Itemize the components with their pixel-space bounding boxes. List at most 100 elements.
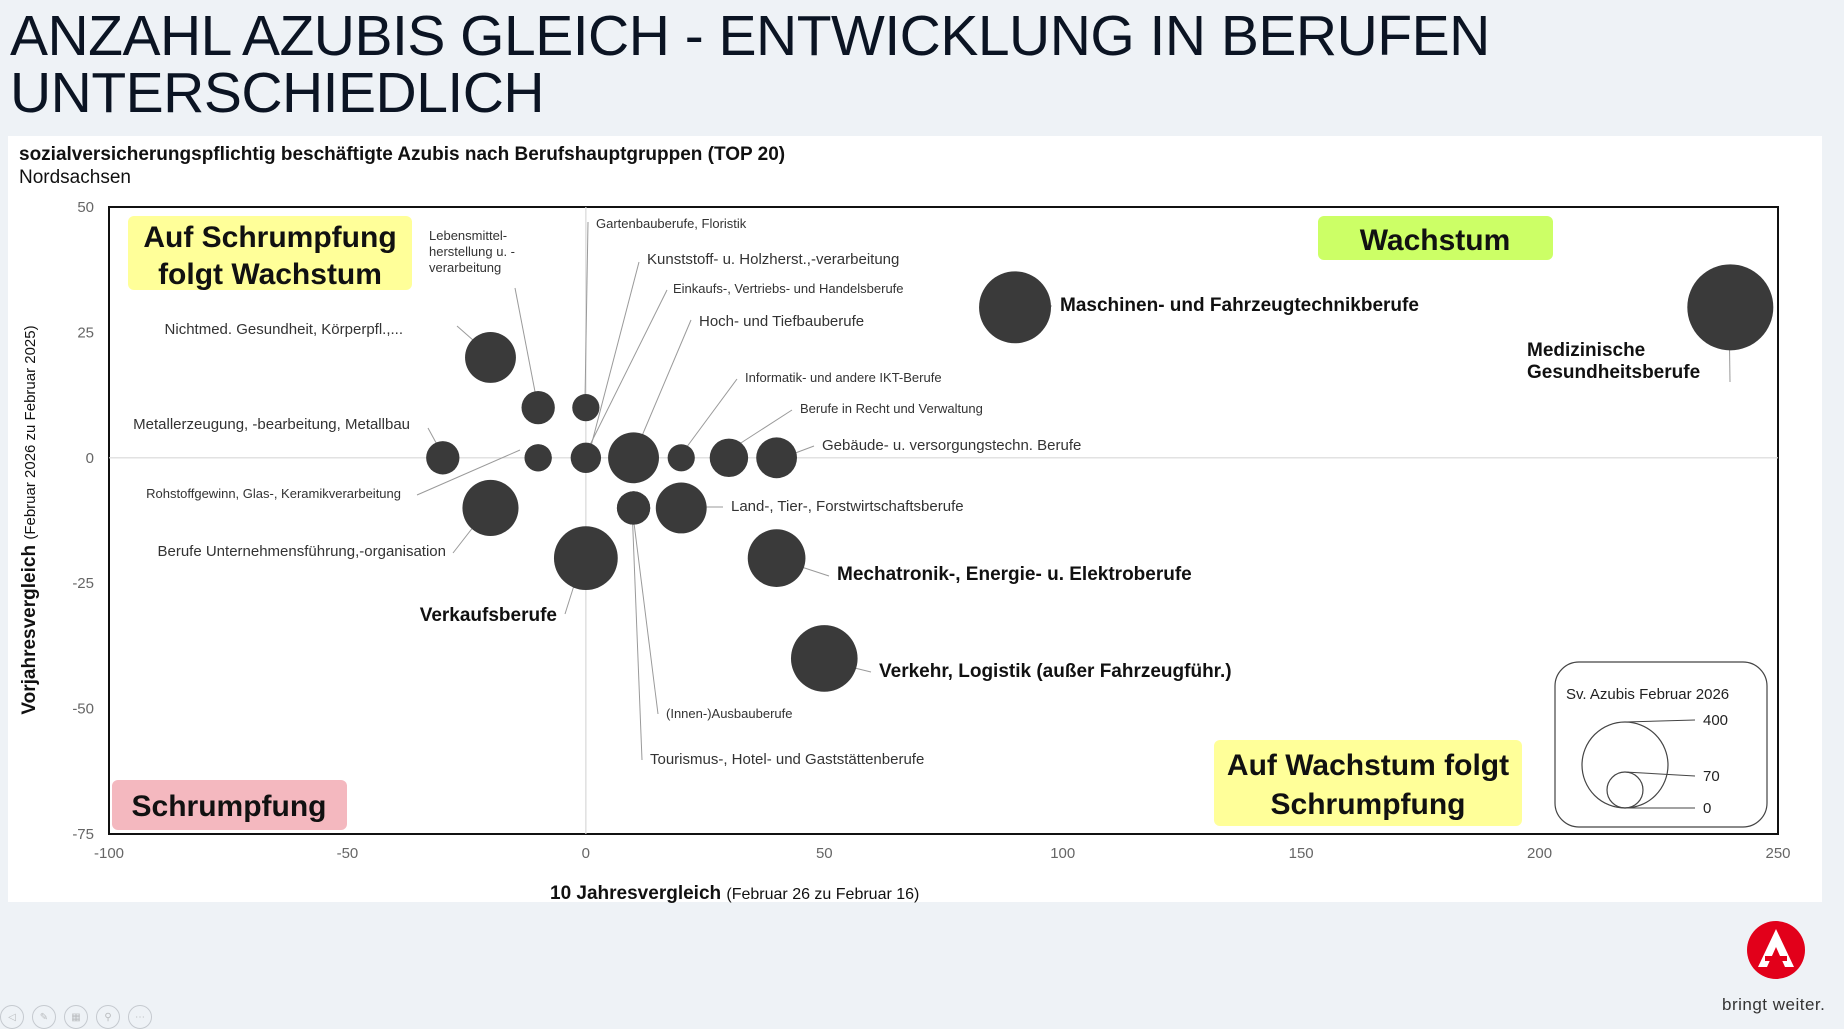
bubble-label-19: Verkehr, Logistik (außer Fahrzeugführ.) bbox=[879, 661, 1232, 682]
bubble-0 bbox=[1687, 264, 1774, 351]
quadrant-label-3-line2: Schrumpfung bbox=[1271, 788, 1466, 821]
leader-line-7 bbox=[635, 319, 692, 451]
y-tick-label-0: 50 bbox=[77, 199, 94, 216]
bubble-label-10: Gebäude- u. versorgungstechn. Berufe bbox=[822, 437, 1081, 454]
bubble-label-15: (Innen-)Ausbauberufe bbox=[666, 706, 792, 721]
bubble-18 bbox=[747, 529, 806, 587]
bubble-label-3-line3: verarbeitung bbox=[429, 260, 501, 275]
x-tick-label-4: 100 bbox=[1050, 845, 1075, 862]
leader-line-12 bbox=[416, 449, 521, 496]
y-axis-label-note: (Februar 2026 zu Februar 2025) bbox=[22, 325, 39, 539]
bubble-label-5: Kunststoff- u. Holzherst.,-verarbeitung bbox=[647, 251, 899, 268]
y-tick-label-3: -25 bbox=[72, 575, 94, 592]
x-tick-label-0: -100 bbox=[94, 845, 124, 862]
bubble-3 bbox=[521, 390, 555, 425]
bubble-label-16: Tourismus-, Hotel- und Gaststättenberufe bbox=[650, 751, 924, 768]
nav-slides-icon[interactable]: ▦ bbox=[64, 1005, 88, 1029]
quadrant-label-box-2 bbox=[112, 780, 347, 830]
bubble-19 bbox=[790, 625, 858, 692]
slide-title: ANZAHL AZUBIS GLEICH - ENTWICKLUNG IN BE… bbox=[10, 8, 1570, 122]
bubble-7 bbox=[608, 432, 659, 484]
agency-logo-icon bbox=[1747, 921, 1805, 979]
size-legend-line-0 bbox=[1624, 719, 1696, 723]
bubble-label-4: Gartenbauberufe, Floristik bbox=[596, 216, 747, 231]
bubble-10 bbox=[756, 437, 797, 479]
quadrant-label-1-line1: Wachstum bbox=[1360, 224, 1511, 257]
y-tick-label-2: 0 bbox=[86, 450, 94, 467]
bubble-13 bbox=[462, 479, 519, 536]
slide-title-line1: ANZAHL AZUBIS GLEICH - ENTWICKLUNG IN BE… bbox=[10, 4, 1490, 68]
bubble-label-13: Berufe Unternehmensführung,-organisation bbox=[157, 543, 446, 560]
bubble-label-17: Verkaufsberufe bbox=[420, 605, 557, 626]
x-axis-label-note: (Februar 26 zu Februar 16) bbox=[726, 886, 919, 903]
quadrant-label-box-0 bbox=[128, 216, 412, 290]
bubble-14 bbox=[655, 482, 707, 534]
quadrant-label-2-line1: Schrumpfung bbox=[132, 790, 327, 823]
size-legend-line-1 bbox=[1624, 771, 1696, 777]
x-tick-label-6: 200 bbox=[1527, 845, 1552, 862]
x-tick-label-2: 0 bbox=[582, 845, 590, 862]
quadrant-label-box-1 bbox=[1318, 216, 1553, 260]
bubble-5 bbox=[570, 442, 602, 474]
quadrant-label-0-line1: Auf Schrumpfung bbox=[143, 221, 396, 254]
leader-line-15 bbox=[631, 506, 659, 715]
size-legend-value-0: 400 bbox=[1703, 712, 1728, 729]
y-axis-label-main: Vorjahresvergleich bbox=[19, 540, 40, 715]
nav-previous-icon[interactable]: ◁ bbox=[0, 1005, 24, 1029]
chart-title: sozialversicherungspflichtig beschäftigt… bbox=[19, 144, 786, 165]
size-legend-title: Sv. Azubis Februar 2026 bbox=[1566, 686, 1729, 703]
brand-tagline: bringt weiter. bbox=[1722, 995, 1826, 1014]
y-tick-label-5: -75 bbox=[72, 826, 94, 843]
slide-nav-controls[interactable]: ◁ ✎ ▦ ⚲ ⋯ bbox=[0, 1005, 152, 1029]
bubble-label-0-line1: Medizinische bbox=[1527, 340, 1645, 361]
x-axis-label: 10 Jahresvergleich (Februar 26 zu Februa… bbox=[550, 883, 919, 904]
bubble-label-9: Berufe in Recht und Verwaltung bbox=[800, 401, 983, 416]
bubble-8 bbox=[667, 444, 695, 472]
quadrant-label-0-line2: folgt Wachstum bbox=[158, 258, 382, 291]
x-tick-label-7: 250 bbox=[1765, 845, 1790, 862]
bubble-11 bbox=[426, 441, 460, 475]
size-legend-value-1: 70 bbox=[1703, 768, 1720, 785]
bubble-label-2: Nichtmed. Gesundheit, Körperpfl.,... bbox=[165, 321, 403, 338]
x-tick-label-1: -50 bbox=[337, 845, 359, 862]
chart-subtitle: Nordsachsen bbox=[19, 167, 131, 188]
bubble-label-14: Land-, Tier-, Forstwirtschaftsberufe bbox=[731, 498, 964, 515]
plot-area bbox=[108, 206, 1779, 835]
bubble-17 bbox=[553, 526, 618, 591]
y-tick-label-4: -50 bbox=[72, 701, 94, 718]
bubble-12 bbox=[524, 444, 552, 472]
bubble-label-7: Hoch- und Tiefbauberufe bbox=[699, 313, 864, 330]
bubble-4 bbox=[572, 394, 600, 422]
bubble-1 bbox=[979, 271, 1052, 344]
leader-line-5 bbox=[589, 261, 640, 451]
slide-title-line2: UNTERSCHIEDLICH bbox=[10, 61, 545, 125]
bubble-label-3-line2: herstellung u. - bbox=[429, 244, 515, 259]
y-axis-label: Vorjahresvergleich (Februar 2026 zu Febr… bbox=[19, 325, 40, 714]
bubble-label-11: Metallerzeugung, -bearbeitung, Metallbau bbox=[133, 416, 410, 433]
bubble-label-0-line2: Gesundheitsberufe bbox=[1527, 362, 1700, 383]
nav-more-icon[interactable]: ⋯ bbox=[128, 1005, 152, 1029]
bubble-label-12: Rohstoffgewinn, Glas-, Keramikverarbeitu… bbox=[146, 486, 401, 501]
bubble-label-1: Maschinen- und Fahrzeugtechnikberufe bbox=[1060, 295, 1419, 316]
nav-pen-icon[interactable]: ✎ bbox=[32, 1005, 56, 1029]
bubble-2 bbox=[465, 332, 516, 383]
nav-zoom-icon[interactable]: ⚲ bbox=[96, 1005, 120, 1029]
leader-line-8 bbox=[685, 378, 738, 449]
x-tick-label-3: 50 bbox=[816, 845, 833, 862]
bubble-label-6: Einkaufs-, Vertriebs- und Handelsberufe bbox=[673, 281, 904, 296]
bubble-16 bbox=[616, 491, 651, 525]
bubble-label-8: Informatik- und andere IKT-Berufe bbox=[745, 370, 942, 385]
leader-line-6 bbox=[583, 289, 668, 458]
quadrant-label-box-3 bbox=[1214, 740, 1522, 826]
bubble-label-18: Mechatronik-, Energie- u. Elektroberufe bbox=[837, 564, 1192, 585]
quadrant-label-3-line1: Auf Wachstum folgt bbox=[1227, 749, 1509, 782]
y-tick-label-1: 25 bbox=[77, 324, 94, 341]
x-tick-label-5: 150 bbox=[1289, 845, 1314, 862]
x-axis-label-main: 10 Jahresvergleich bbox=[550, 883, 726, 904]
size-legend-value-2: 0 bbox=[1703, 800, 1711, 817]
bubble-9 bbox=[709, 438, 749, 478]
leader-line-4 bbox=[584, 221, 589, 401]
bubble-label-3-line1: Lebensmittel- bbox=[429, 228, 507, 243]
leader-line-16 bbox=[631, 506, 643, 761]
